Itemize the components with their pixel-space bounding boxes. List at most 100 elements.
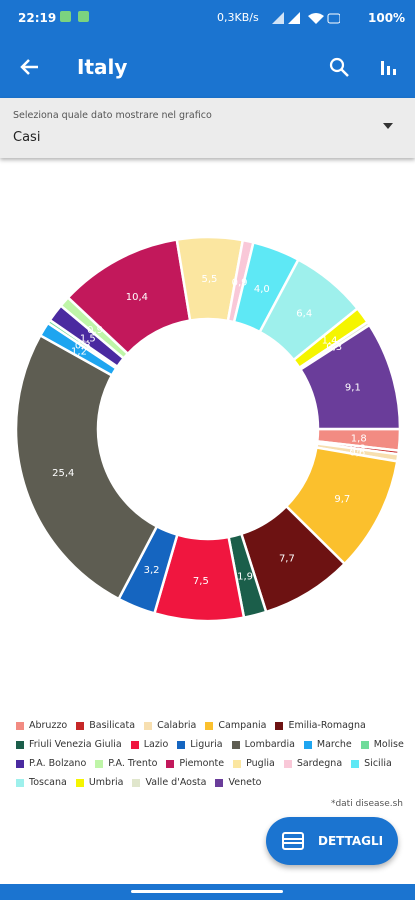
legend-swatch	[233, 759, 242, 768]
legend-item: Emilia-Romagna	[275, 719, 366, 732]
value-label: 4,0	[254, 284, 270, 295]
legend-label: Piemonte	[179, 758, 225, 769]
legend-label: Veneto	[228, 777, 262, 788]
legend-label: Marche	[316, 739, 352, 750]
legend-label: Valle d'Aosta	[145, 777, 207, 788]
value-label: 1,2	[71, 347, 87, 358]
title: Italy	[77, 55, 128, 79]
legend-item: Liguria	[177, 738, 223, 751]
dropdown[interactable]: Seleziona quale dato mostrare nel grafic…	[0, 98, 415, 158]
legend-swatch	[303, 740, 312, 749]
legend-item: Sardegna	[283, 757, 343, 770]
value-label: 9,1	[345, 382, 361, 393]
legend-item: Lombardia	[231, 738, 295, 751]
legend-item: Campania	[205, 719, 266, 732]
legend-swatch	[95, 759, 104, 768]
status-icons	[272, 12, 340, 24]
legend-item: P.A. Trento	[95, 757, 157, 770]
home-handle	[131, 890, 283, 893]
net-speed: 0,3KB/s	[217, 11, 259, 24]
legend-swatch	[283, 759, 292, 768]
legend-swatch	[16, 759, 24, 768]
legend-label: Puglia	[246, 758, 275, 769]
legend-swatch	[275, 721, 284, 730]
legend-swatch	[231, 740, 240, 749]
legend-item: Sicilia	[351, 757, 392, 770]
legend-item: P.A. Bolzano	[16, 757, 86, 770]
status-bar: 22:19 0,3KB/s 100%	[0, 0, 415, 38]
details-icon	[282, 832, 304, 850]
slice	[298, 323, 402, 431]
legend-label: Calabria	[157, 720, 197, 731]
legend-label: Lombardia	[244, 739, 295, 750]
legend-label: Sardegna	[296, 758, 343, 769]
legend-label: Friuli Venezia Giulia	[29, 739, 122, 750]
legend-swatch	[132, 778, 141, 787]
value-label: 3,2	[144, 565, 160, 576]
legend-label: Toscana	[29, 777, 67, 788]
dropdown-arrow	[383, 123, 393, 129]
value-label: 6,4	[296, 309, 312, 320]
legend-item: Piemonte	[166, 757, 224, 770]
value-label: 0,3	[350, 443, 366, 454]
legend-label: P.A. Bolzano	[29, 758, 87, 769]
value-label: 0,6	[349, 448, 365, 459]
legend-label: Umbria	[88, 777, 124, 788]
legend-item: Calabria	[144, 719, 196, 732]
value-label: 9,7	[334, 494, 350, 505]
legend-swatch	[130, 740, 139, 749]
legend-label: Emilia-Romagna	[288, 720, 366, 731]
legend-swatch	[166, 759, 175, 768]
value-label: 5,5	[201, 274, 217, 285]
value-label: 10,4	[126, 292, 148, 303]
legend-item: Marche	[303, 738, 352, 751]
legend-item: Molise	[360, 738, 404, 751]
value-label: 1,5	[80, 334, 96, 345]
value-label: 0,9	[87, 325, 103, 336]
legend-label: Basilicata	[89, 720, 136, 731]
value-label: 0,3	[75, 341, 91, 352]
battery: 100%	[368, 11, 406, 25]
details-button[interactable]: DETTAGLI	[266, 817, 398, 865]
legend-swatch	[16, 721, 24, 730]
legend-label: P.A. Trento	[108, 758, 158, 769]
legend-label: Molise	[373, 739, 404, 750]
legend-swatch	[75, 778, 84, 787]
dropdown-value: Casi	[13, 130, 41, 145]
legend-swatch	[16, 740, 24, 749]
legend-swatch	[76, 721, 85, 730]
legend-item: Abruzzo	[16, 719, 67, 732]
value-label: 25,4	[52, 468, 74, 479]
legend-item: Basilicata	[76, 719, 135, 732]
legend-item: Valle d'Aosta	[132, 776, 206, 789]
value-label: 7,5	[193, 576, 209, 587]
notif-icon	[60, 11, 71, 22]
value-label: 0,9	[232, 277, 248, 288]
nav-bar	[0, 884, 415, 900]
time: 22:19	[18, 11, 57, 25]
legend-label: Liguria	[190, 739, 223, 750]
legend-item: Veneto	[215, 776, 261, 789]
legend-label: Campania	[218, 720, 267, 731]
footnote: *dati disease.sh	[330, 799, 403, 809]
value-label: 1,8	[351, 434, 367, 445]
back-button[interactable]	[18, 56, 40, 78]
legend-item: Umbria	[75, 776, 124, 789]
legend-swatch	[177, 740, 186, 749]
legend-label: Sicilia	[364, 758, 392, 769]
details-label: DETTAGLI	[318, 834, 384, 848]
chart-button[interactable]	[378, 56, 400, 78]
search-button[interactable]	[328, 56, 350, 78]
slice	[14, 333, 159, 601]
legend-swatch	[215, 778, 224, 787]
value-label: 7,7	[279, 554, 295, 565]
notif-icon	[78, 11, 89, 22]
legend-item: Lazio	[130, 738, 168, 751]
dropdown-label: Seleziona quale dato mostrare nel grafic…	[13, 110, 212, 121]
legend-swatch	[16, 778, 24, 787]
value-label: 0,3	[326, 342, 342, 353]
value-label: 1,9	[237, 571, 253, 582]
legend-label: Abruzzo	[29, 720, 68, 731]
app-bar: Italy	[0, 38, 415, 98]
